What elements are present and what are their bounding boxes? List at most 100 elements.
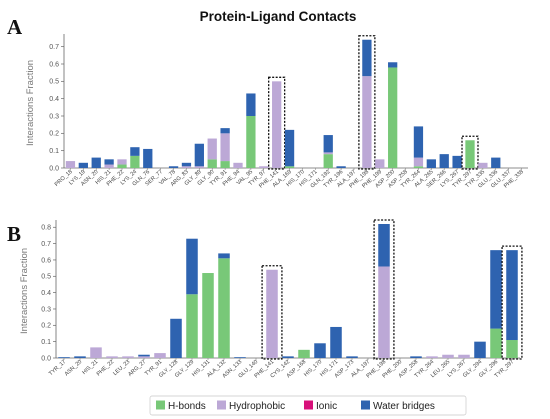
- bar-h-bonds-gln-192: [323, 154, 333, 168]
- bar-hydrophobic-tyr-264: [413, 157, 424, 167]
- bar-water-bridges-his-171: [330, 326, 342, 358]
- bar-water-bridges-lys-19: [78, 162, 88, 168]
- bar-h-bonds-phe-22: [117, 164, 127, 168]
- bar-hydrophobic-arg-27: [138, 356, 150, 358]
- x-tick-label: ARG_27: [127, 359, 147, 378]
- bar-h-bonds-his-131: [202, 273, 214, 358]
- bar-h-bonds-ala-169: [284, 166, 295, 168]
- y-tick-label: 0.0: [41, 355, 51, 362]
- bar-water-bridges-asp-258: [410, 356, 422, 358]
- bar-water-bridges-tyr-196: [336, 166, 346, 168]
- bar-hydrophobic-tyr-335: [478, 162, 488, 168]
- bar-water-bridges-ala-169: [284, 129, 295, 167]
- bar-water-bridges-tyr-264: [413, 126, 424, 158]
- bar-water-bridges-gly-294: [474, 341, 486, 358]
- y-tick-label: 0.0: [49, 165, 59, 172]
- bar-hydrophobic-arg-83: [181, 166, 192, 168]
- bar-water-bridges-gly-128: [170, 318, 182, 358]
- y-tick-label: 0.8: [41, 225, 51, 232]
- y-axis-label: Interactions Fraction: [25, 60, 36, 146]
- y-tick-label: 0.1: [49, 148, 59, 155]
- x-tick-label: PHE_22: [96, 359, 116, 377]
- bar-hydrophobic-phe-199: [375, 159, 385, 168]
- bar-water-bridges-phe-198: [362, 39, 372, 77]
- bar-hydrophobic-phe-141: [272, 81, 282, 168]
- bar-h-bonds-asp-168: [298, 349, 310, 358]
- y-tick-label: 0.4: [41, 290, 51, 297]
- bar-hydrophobic-tyr-91: [220, 133, 230, 162]
- bar-h-bonds-ala-132: [218, 258, 230, 358]
- bar-water-bridges-lys-267: [452, 155, 462, 168]
- legend-swatch-hydrophobic: [217, 400, 226, 410]
- bar-water-bridges-ser-266: [439, 154, 449, 168]
- bar-hydrophobic-phe-94: [233, 162, 243, 168]
- bar-water-bridges-arg-27: [138, 354, 150, 357]
- bar-water-bridges-ala-132: [218, 253, 230, 259]
- highlight-box-phe-141: [261, 265, 283, 360]
- bar-water-bridges-lys-24: [130, 147, 140, 156]
- bar-hydrophobic-phe-141: [266, 269, 278, 358]
- highlight-box-phe-141: [268, 76, 286, 170]
- bar-water-bridges-gly-296: [490, 250, 502, 329]
- bar-h-bonds-gly-90: [207, 159, 217, 168]
- legend-swatch-h-bonds: [156, 400, 165, 410]
- y-tick-label: 0.1: [41, 339, 51, 346]
- bar-water-bridges-val-78: [168, 166, 179, 168]
- legend-label-hydrophobic: Hydrophobic: [229, 401, 285, 412]
- bar-hydrophobic-leu-265: [442, 354, 454, 358]
- bar-hydrophobic-phe-22: [106, 356, 118, 358]
- bar-hydrophobic-leu-23: [122, 356, 134, 358]
- panel-b-chart: 0.0 0.1 0.2 0.3 0.4 0.5 0.6 0.7 0.8 Interactions …: [19, 219, 523, 380]
- bar-water-bridges-gly-129: [186, 238, 198, 295]
- legend: H-bonds Hydrophobic Ionic Water bridges: [149, 395, 467, 416]
- bar-water-bridges-tyr-17: [58, 357, 70, 358]
- y-tick-label: 0.3: [49, 113, 59, 120]
- bar-hydrophobic-phe-22: [117, 159, 127, 165]
- y-tick-label: 0.6: [49, 61, 59, 68]
- bar-water-bridges-asn-20: [74, 356, 86, 358]
- y-axis-label: Interactions Fraction: [19, 248, 30, 334]
- bar-h-bonds-asp-200: [388, 67, 398, 168]
- bar-water-bridges-asp-200: [388, 62, 398, 68]
- bar-water-bridges-his-21: [104, 159, 114, 165]
- bar-water-bridges-ala-265: [426, 159, 436, 168]
- bar-water-bridges-gly-89: [194, 143, 204, 167]
- y-tick-label: 0.2: [41, 323, 51, 330]
- bar-water-bridges-asn-133: [234, 357, 246, 358]
- panel-label-b: B: [7, 222, 21, 246]
- bar-water-bridges-cys-142: [282, 356, 294, 358]
- bar-hydrophobic-phe-198: [362, 76, 372, 168]
- bar-hydrophobic-his-21: [104, 164, 114, 168]
- bar-h-bonds-tyr-91: [220, 161, 230, 168]
- bar-hydrophobic-his-21: [90, 347, 102, 358]
- bar-water-bridges-val-95: [246, 93, 256, 116]
- bar-hydrophobic-phe-198: [378, 266, 390, 358]
- bar-hydrophobic-gly-89: [194, 166, 204, 168]
- legend-swatch-ionic: [304, 400, 313, 410]
- y-tick-label: 0.6: [41, 257, 51, 264]
- panel-label-a: A: [7, 15, 23, 39]
- x-tick-label: ASN_20: [64, 359, 84, 377]
- bar-h-bonds-tyr-297: [506, 340, 518, 358]
- legend-label-ionic: Ionic: [316, 401, 337, 412]
- y-tick-label: 0.7: [49, 44, 59, 51]
- bar-water-bridges-glu-336: [491, 157, 501, 168]
- panel-a-chart: 0.0 0.1 0.2 0.3 0.4 0.5 0.6 0.7 Interactions Fra…: [25, 34, 528, 190]
- bar-hydrophobic-tyr-264: [426, 356, 438, 358]
- bar-water-bridges-asp-173: [346, 356, 358, 358]
- legend-swatch-water-bridges: [361, 400, 370, 410]
- bar-water-bridges-his-170: [314, 343, 326, 358]
- bar-hydrophobic-gln-192: [323, 152, 333, 155]
- bar-h-bonds-gly-129: [186, 294, 198, 358]
- y-tick-label: 0.7: [41, 241, 51, 248]
- bar-water-bridges-gln-192: [323, 135, 333, 153]
- bar-h-bonds-gly-296: [490, 328, 502, 358]
- legend-label-h-bonds: H-bonds: [168, 401, 206, 412]
- bar-h-bonds-tyr-297: [465, 140, 475, 168]
- bar-water-bridges-tyr-91: [220, 128, 230, 134]
- y-tick-label: 0.5: [41, 274, 51, 281]
- y-tick-label: 0.4: [49, 96, 59, 103]
- bar-water-bridges-phe-198: [378, 224, 390, 267]
- y-tick-label: 0.3: [41, 306, 51, 313]
